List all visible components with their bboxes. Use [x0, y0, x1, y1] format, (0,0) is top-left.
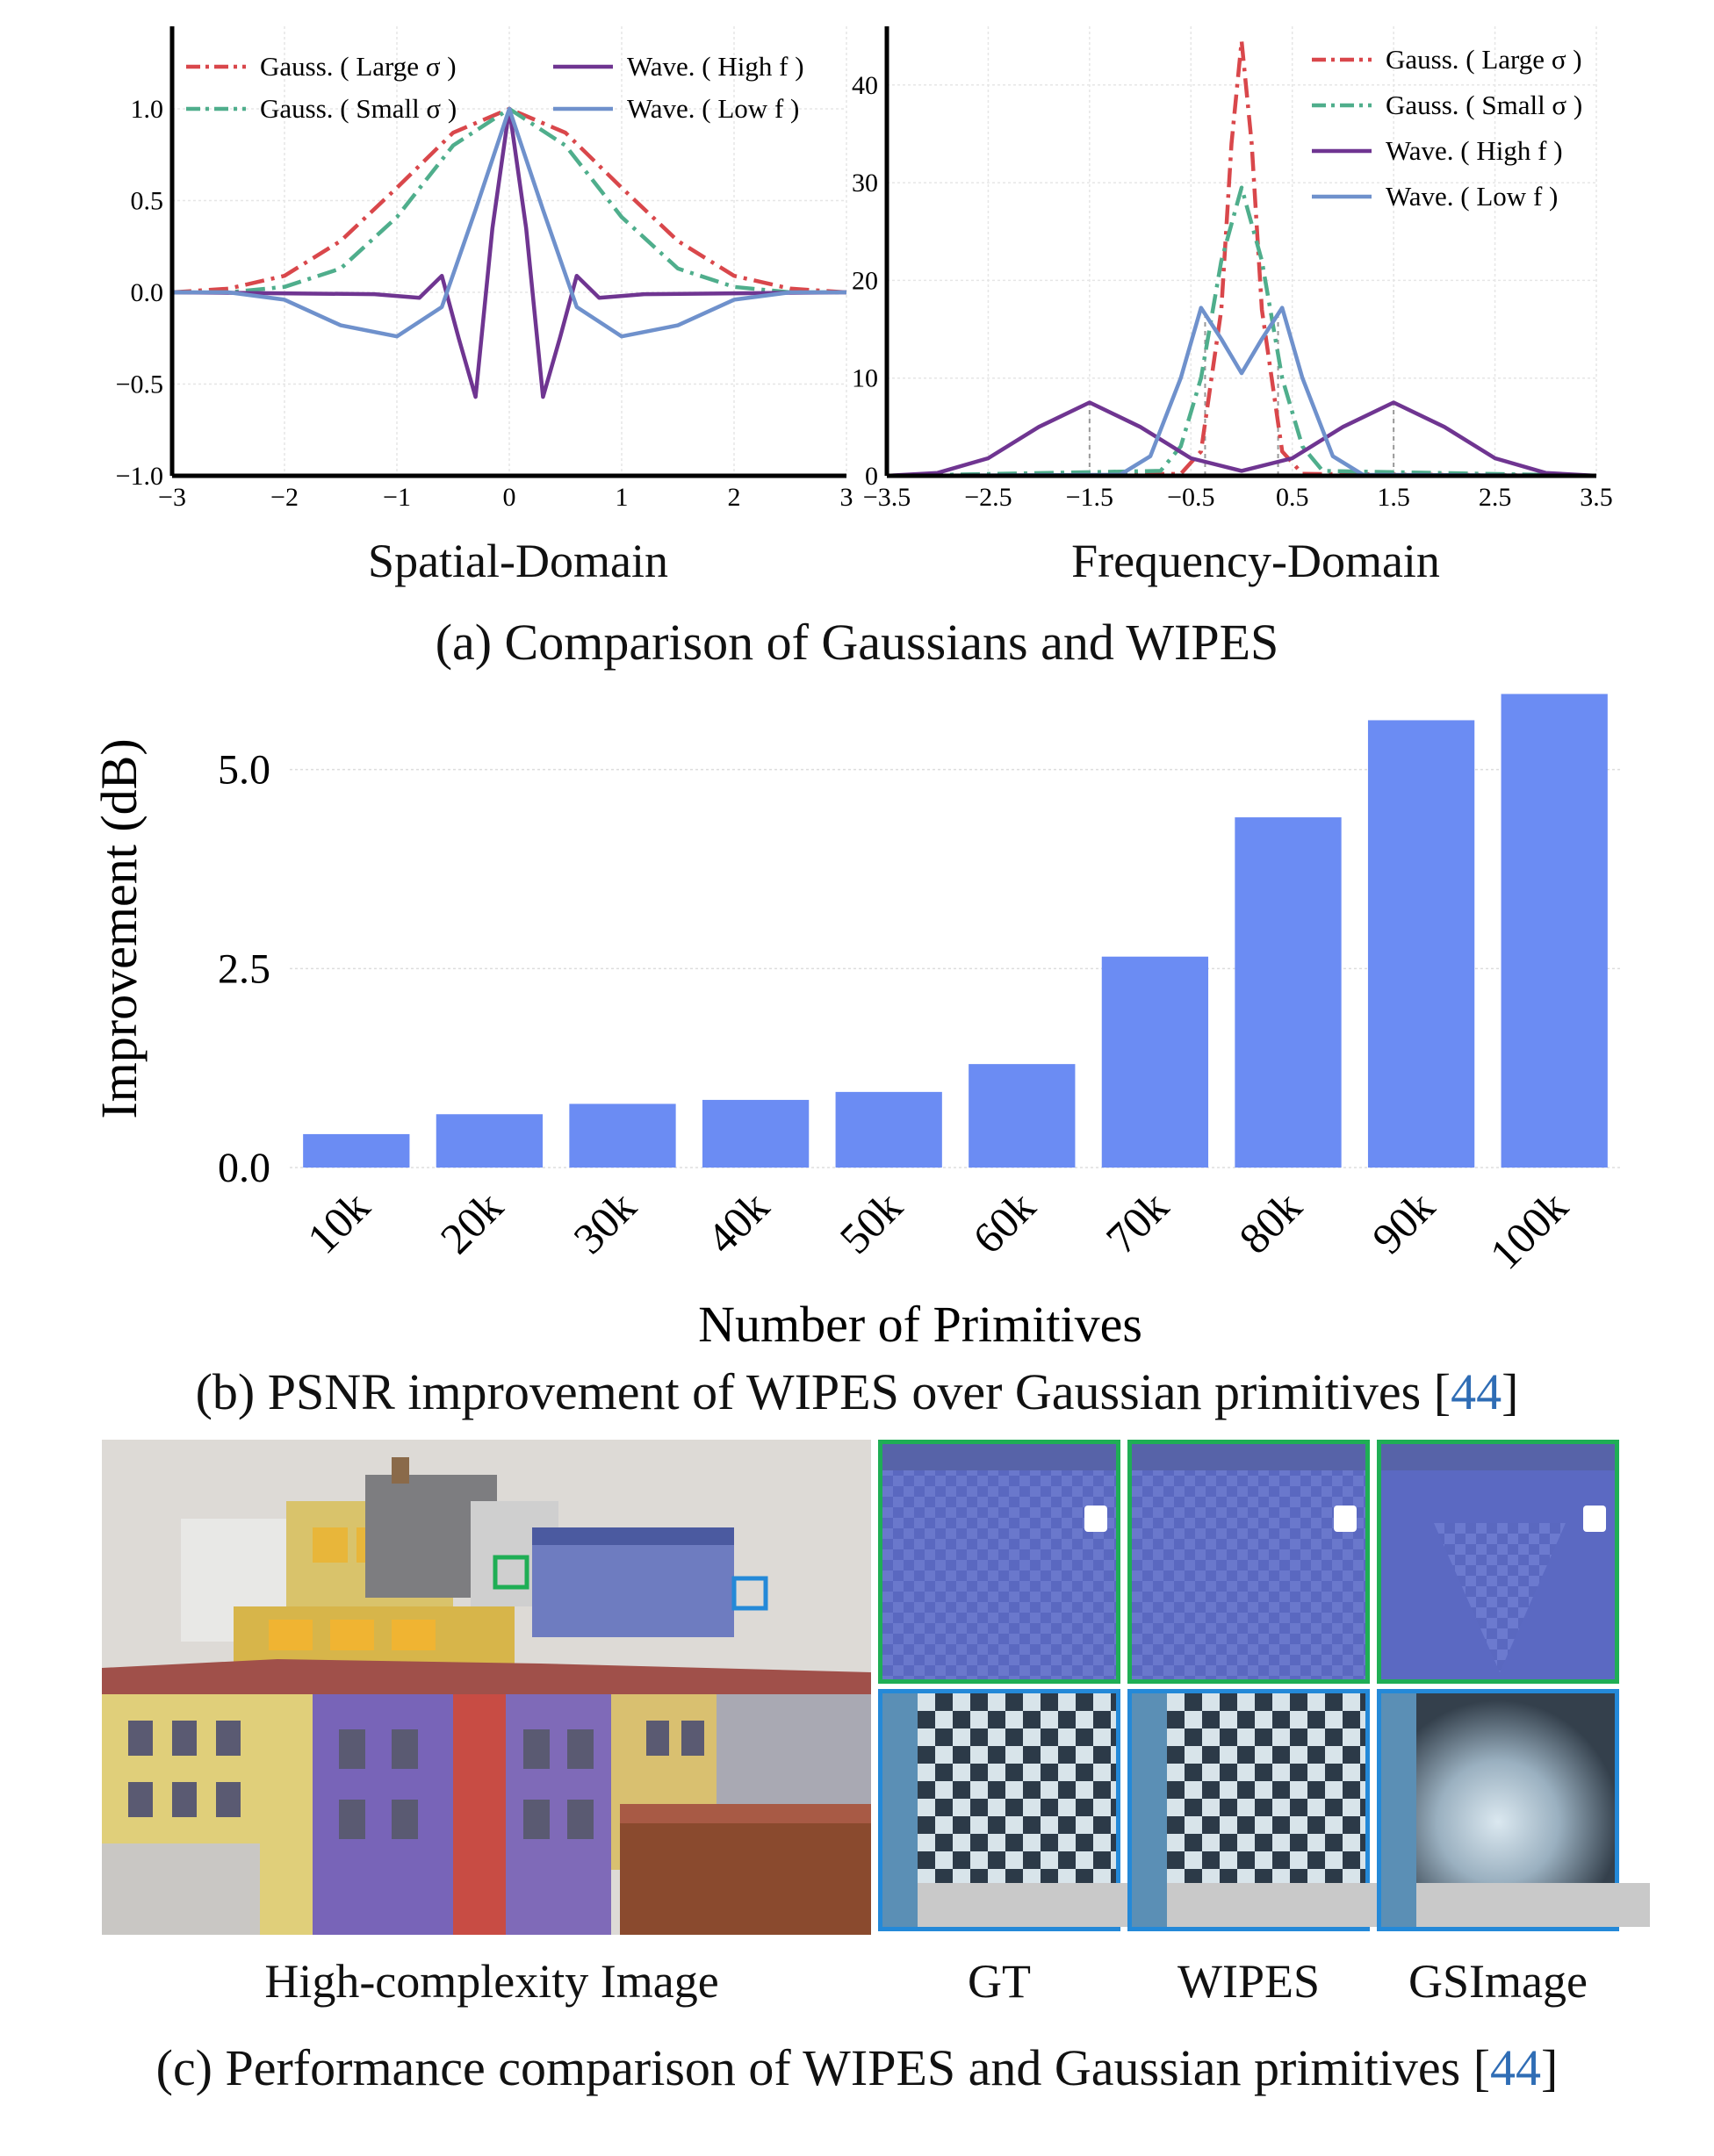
x-tick-label: 3.5 [1580, 483, 1613, 512]
x-tick-label: 80k [1229, 1182, 1311, 1263]
spatial-domain-title: Spatial-Domain [368, 535, 668, 587]
x-tick-label: −3 [158, 483, 186, 512]
panel-b-caption-close: ] [1502, 1363, 1519, 1420]
panel-c-citation-link[interactable]: 44 [1490, 2039, 1542, 2096]
x-tick-label: 0.5 [1276, 483, 1309, 512]
bar-70k [1101, 956, 1209, 1168]
gsimage-label: GSImage [1408, 1955, 1588, 2008]
gsimage-green-zoom-tile [1377, 1440, 1619, 1684]
bar-20k [436, 1114, 544, 1168]
wipes-green-zoom-tile [1127, 1440, 1370, 1684]
y-tick-label: 30 [852, 169, 878, 198]
y-tick-label: 0.5 [131, 187, 164, 216]
legend-label-2: Wave. ( High f ) [1386, 135, 1563, 166]
y-tick-label: 0.0 [131, 278, 164, 307]
frequency-domain-title: Frequency-Domain [1071, 535, 1440, 587]
x-tick-label: 2 [728, 483, 741, 512]
panel-b-citation-link[interactable]: 44 [1451, 1363, 1502, 1420]
x-tick-label: 3 [840, 483, 853, 512]
x-tick-label: −1.5 [1066, 483, 1113, 512]
legend-label-3: Wave. ( Low f ) [627, 93, 799, 124]
y-tick-label: 0 [865, 462, 878, 491]
series-line-3 [172, 106, 846, 339]
y-tick-label: 20 [852, 266, 878, 295]
legend-label-0: Gauss. ( Large σ ) [1386, 44, 1582, 75]
frequency-domain-chart: −3.5 −2.5 −1.5 −0.5 0.5 1.5 2.5 3.5 0 10 20 30 40 Gau… [852, 26, 1613, 512]
gt-green-zoom-tile [878, 1440, 1120, 1684]
y-tick-label: −1.0 [116, 462, 163, 491]
x-axis-title: Number of Primitives [698, 1296, 1142, 1353]
series-line-1 [886, 185, 1597, 478]
x-tick-label: −1 [383, 483, 411, 512]
bar-60k [969, 1064, 1076, 1168]
bar-30k [569, 1103, 676, 1168]
x-tick-label: 60k [963, 1182, 1045, 1263]
y-tick-label: 5.0 [218, 747, 270, 794]
y-tick-label: 1.0 [131, 95, 164, 124]
y-tick-label: 0.0 [218, 1145, 270, 1191]
legend-label-3: Wave. ( Low f ) [1386, 181, 1558, 212]
bar-50k [835, 1091, 942, 1168]
y-tick-label: 10 [852, 364, 878, 393]
legend-label-1: Gauss. ( Small σ ) [1386, 90, 1582, 120]
panel-c-caption-text: (c) Performance comparison of WIPES and … [155, 2039, 1491, 2096]
x-tick-label: 90k [1363, 1182, 1444, 1263]
legend-label-0: Gauss. ( Large σ ) [260, 51, 457, 82]
y-tick-label: 2.5 [218, 945, 270, 992]
x-tick-label: −2 [270, 483, 299, 512]
wipes-label: WIPES [1177, 1955, 1320, 2008]
gt-label: GT [968, 1955, 1031, 2008]
x-tick-label: 10k [298, 1182, 379, 1263]
psnr-improvement-bar-chart: 0.0 2.5 5.0 10k 20k 30k 40k 50k 60k 70k 80k 90k 100k… [90, 694, 1621, 1353]
x-tick-label: 1 [616, 483, 629, 512]
panel-c-caption-close: ] [1541, 2039, 1559, 2096]
bar-100k [1501, 694, 1608, 1168]
x-tick-label: 40k [697, 1182, 779, 1263]
high-complexity-image-label: High-complexity Image [264, 1955, 719, 2008]
x-tick-label: 50k [830, 1182, 911, 1263]
panel-b-caption: (b) PSNR improvement of WIPES over Gauss… [0, 1362, 1714, 1421]
building-illustration [102, 1440, 871, 1935]
gsimage-blue-zoom-tile [1377, 1689, 1650, 1931]
bar-10k [303, 1133, 410, 1168]
panel-b-caption-text: (b) PSNR improvement of WIPES over Gauss… [195, 1363, 1451, 1420]
x-tick-label: 20k [431, 1182, 513, 1263]
legend-label-1: Gauss. ( Small σ ) [260, 93, 457, 124]
y-tick-label: −0.5 [116, 370, 163, 399]
x-tick-label: −0.5 [1167, 483, 1214, 512]
gt-blue-zoom-tile [878, 1689, 1151, 1931]
x-tick-label: 100k [1480, 1182, 1577, 1278]
bar-90k [1367, 720, 1475, 1168]
panel-a-caption: (a) Comparison of Gaussians and WIPES [435, 614, 1279, 671]
series-line-2 [886, 400, 1597, 478]
x-tick-label: −3.5 [863, 483, 911, 512]
x-tick-label: 0 [503, 483, 516, 512]
y-axis-title: Improvement (dB) [90, 738, 148, 1118]
x-tick-label: 70k [1097, 1182, 1178, 1263]
x-tick-label: 2.5 [1479, 483, 1512, 512]
bar-80k [1235, 817, 1342, 1168]
wipes-blue-zoom-tile [1127, 1689, 1401, 1931]
spatial-domain-chart: −3 −2 −1 0 1 2 3 −1.0 −0.5 0.0 0.5 1.0 Gauss. ( Larg… [116, 26, 853, 512]
series-line-3 [886, 305, 1597, 478]
y-tick-label: 40 [852, 71, 878, 100]
legend-label-2: Wave. ( High f ) [627, 51, 804, 82]
panel-c-caption: (c) Performance comparison of WIPES and … [0, 2038, 1714, 2097]
high-complexity-photo [102, 1440, 871, 1935]
bar-40k [702, 1099, 810, 1168]
x-tick-label: 1.5 [1377, 483, 1410, 512]
x-tick-label: −2.5 [964, 483, 1012, 512]
x-tick-label: 30k [564, 1182, 645, 1263]
